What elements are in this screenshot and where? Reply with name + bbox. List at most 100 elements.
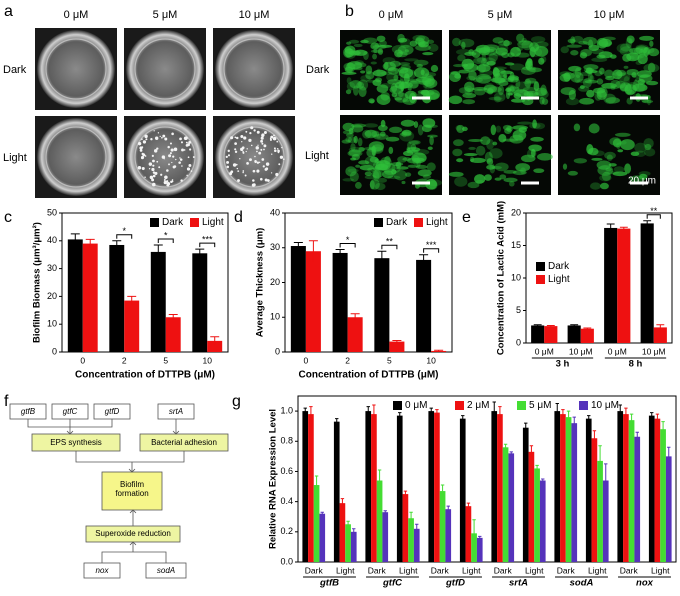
- bar: [124, 300, 140, 352]
- error-bar: [435, 409, 439, 416]
- speckle: [154, 136, 159, 140]
- speckle: [187, 156, 190, 159]
- error-bar: [546, 324, 555, 327]
- signal: [475, 145, 486, 156]
- speckle: [142, 140, 147, 144]
- speckle: [237, 170, 240, 173]
- speckle: [269, 138, 273, 141]
- signal: [452, 37, 461, 47]
- signal: [396, 166, 409, 170]
- speckle: [226, 165, 230, 169]
- signal: [358, 146, 365, 152]
- bar: [371, 414, 377, 562]
- signal: [462, 92, 477, 99]
- bar: [580, 328, 594, 343]
- signal: [372, 53, 378, 60]
- speckle: [150, 138, 153, 141]
- error-bar: [440, 484, 445, 498]
- signal: [563, 72, 571, 82]
- dish-rim: [134, 38, 196, 100]
- signal: [348, 39, 360, 44]
- speckle: [148, 168, 151, 170]
- signal: [416, 64, 423, 68]
- bar: [389, 341, 405, 352]
- signal: [629, 47, 644, 55]
- dish-rim: [223, 38, 285, 100]
- bar: [192, 253, 208, 352]
- signal: [565, 97, 580, 106]
- x-tick-label: 10 μM: [642, 346, 666, 356]
- bar: [365, 411, 372, 562]
- signal: [486, 61, 496, 66]
- signal: [358, 160, 370, 165]
- column-label: 10 μM: [239, 9, 270, 21]
- speckle: [250, 126, 254, 130]
- signal: [375, 160, 391, 171]
- speckle: [171, 180, 174, 183]
- legend-swatch: [150, 218, 159, 227]
- x-tick-label: Dark: [305, 565, 324, 575]
- signal: [468, 146, 476, 150]
- signal: [509, 63, 525, 71]
- legend-label: Light: [426, 217, 448, 228]
- signal: [535, 87, 548, 97]
- signal: [487, 86, 502, 93]
- speckle: [173, 165, 177, 168]
- speckle: [256, 161, 260, 164]
- signal: [578, 86, 590, 92]
- signal: [429, 135, 434, 146]
- x-tick-label: 5: [387, 355, 392, 365]
- error-bar: [650, 412, 654, 419]
- significance-label: ***: [426, 240, 437, 250]
- signal: [613, 166, 625, 173]
- signal: [492, 141, 498, 146]
- signal: [498, 134, 507, 143]
- bar: [333, 421, 340, 562]
- signal: [533, 168, 545, 173]
- speckle: [243, 136, 247, 140]
- y-axis-label: Biofilm Biomass (μm³/μm²): [32, 222, 43, 343]
- error-bar: [461, 415, 465, 422]
- speckle: [166, 169, 169, 172]
- bar: [604, 227, 618, 343]
- signal: [639, 35, 655, 41]
- signal: [463, 153, 478, 157]
- signal: [643, 47, 651, 56]
- signal: [648, 48, 660, 57]
- bar: [648, 415, 655, 562]
- speckle: [246, 148, 248, 150]
- significance-label: *: [164, 230, 168, 240]
- signal: [356, 81, 365, 89]
- y-tick-label: 50: [47, 207, 57, 217]
- signal: [358, 86, 367, 98]
- bar: [305, 251, 321, 352]
- significance-label: **: [650, 206, 658, 216]
- speckle: [257, 144, 259, 146]
- signal: [370, 61, 377, 65]
- signal: [517, 121, 533, 125]
- speckle: [189, 148, 192, 151]
- signal: [406, 149, 419, 154]
- signal: [448, 171, 464, 177]
- signal: [498, 80, 509, 86]
- column-label: 0 μM: [379, 9, 404, 21]
- signal: [591, 57, 608, 63]
- speckle: [173, 147, 178, 152]
- signal: [415, 164, 428, 169]
- dish: [126, 30, 204, 108]
- speckle: [255, 146, 259, 150]
- speckle: [152, 171, 156, 174]
- confocal-images: [340, 30, 660, 195]
- signal: [468, 138, 483, 142]
- speckle: [153, 149, 158, 153]
- signal: [512, 129, 527, 141]
- error-bar: [604, 463, 608, 498]
- plot-frame: [61, 212, 229, 353]
- y-tick-label: 0.8: [280, 436, 293, 446]
- signal: [584, 69, 598, 74]
- scale-bar-label: 20 μm: [628, 176, 656, 187]
- speckle: [244, 174, 247, 177]
- speckle: [256, 169, 260, 173]
- bar: [345, 524, 351, 562]
